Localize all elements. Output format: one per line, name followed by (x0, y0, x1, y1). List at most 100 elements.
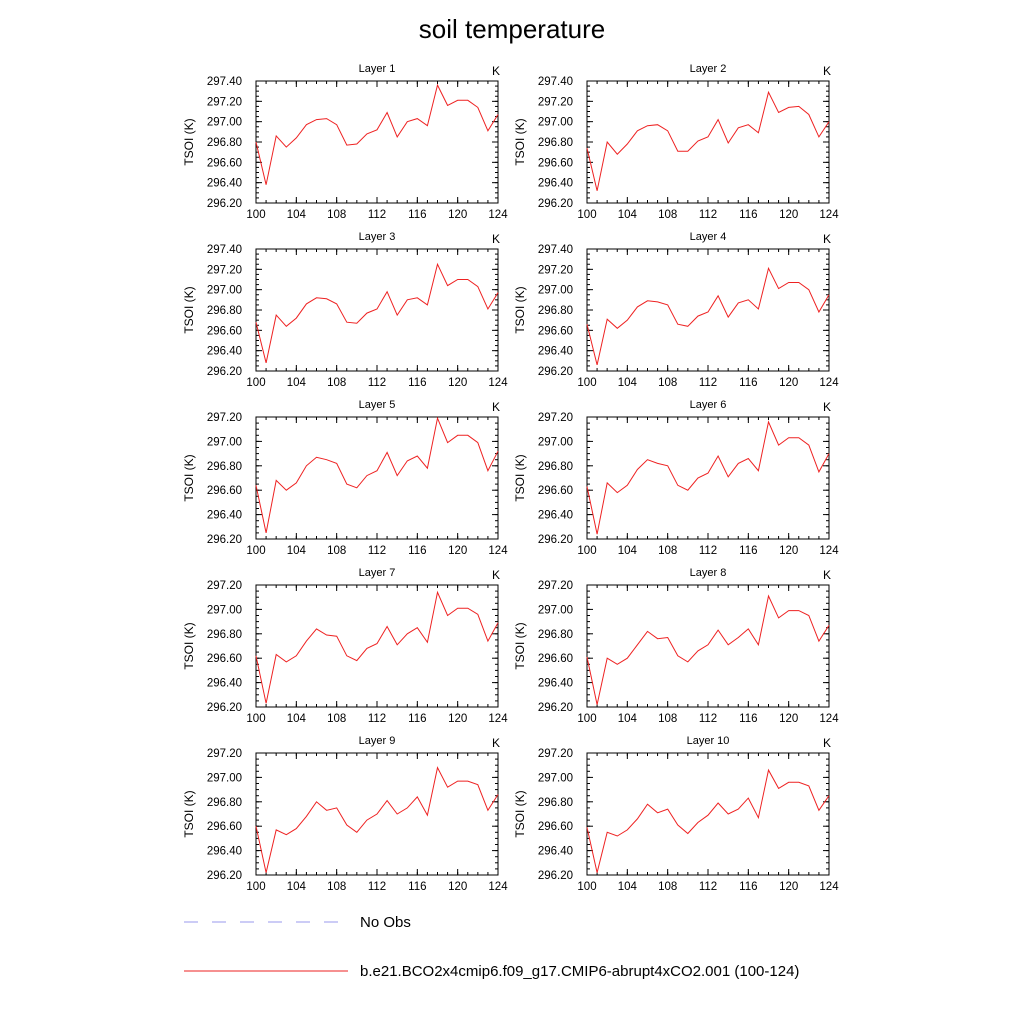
x-tick-label: 108 (327, 545, 346, 557)
y-axis-label: TSOI (K) (513, 118, 527, 165)
x-tick-label: 116 (408, 545, 426, 557)
y-tick-label: 296.60 (538, 485, 573, 497)
figure-title: soil temperature (418, 14, 606, 44)
y-tick-label: 296.20 (538, 702, 573, 714)
x-tick-label: 108 (658, 713, 677, 725)
series-line (586, 594, 830, 705)
x-tick-label: 108 (658, 545, 677, 557)
panel-layer-3: Layer 3 K TSOI (K) 100 104 108 112 116 120 124 296… (182, 231, 508, 389)
y-tick-label: 296.80 (538, 137, 573, 149)
y-tick-label: 297.00 (207, 436, 242, 448)
x-tick-label: 124 (819, 209, 839, 221)
x-tick-label: 104 (287, 377, 307, 389)
legend-label-2: b.e21.BCO2x4cmip6.f09_g17.CMIP6-abrupt4x… (360, 963, 799, 980)
x-tick-label: 100 (246, 713, 265, 725)
y-tick-label: 296.20 (538, 534, 573, 546)
legend-label-1: No Obs (360, 914, 411, 931)
y-axis-label: TSOI (K) (513, 790, 527, 837)
y-axis-label: TSOI (K) (182, 454, 196, 501)
series-line (255, 590, 499, 704)
x-tick-label: 104 (618, 377, 638, 389)
panel-layer-4: Layer 4 K TSOI (K) 100 104 108 112 116 120 124 296… (513, 231, 839, 389)
x-tick-label: 112 (699, 209, 717, 221)
x-tick-label: 120 (779, 377, 798, 389)
y-axis-label: TSOI (K) (513, 622, 527, 669)
y-tick-label: 296.80 (538, 797, 573, 809)
y-tick-label: 297.00 (207, 604, 242, 616)
y-tick-label: 297.00 (207, 117, 242, 129)
y-tick-label: 296.60 (538, 653, 573, 665)
x-tick-label: 116 (408, 713, 426, 725)
x-tick-label: 116 (408, 881, 426, 893)
x-tick-label: 120 (448, 545, 467, 557)
y-tick-label: 296.40 (207, 846, 242, 858)
y-tick-label: 297.20 (538, 748, 573, 760)
x-tick-label: 116 (739, 881, 757, 893)
y-tick-label: 296.40 (207, 510, 242, 522)
x-tick-label: 116 (739, 545, 757, 557)
legend: No Obs b.e21.BCO2x4cmip6.f09_g17.CMIP6-ab… (184, 914, 799, 980)
y-axis-label: TSOI (K) (182, 286, 196, 333)
x-tick-label: 120 (448, 377, 467, 389)
y-tick-label: 296.60 (207, 485, 242, 497)
y-axis-label: TSOI (K) (182, 790, 196, 837)
units-label: K (492, 232, 500, 246)
y-tick-label: 297.00 (538, 436, 573, 448)
x-tick-label: 124 (819, 377, 839, 389)
panel-title: Layer 2 (690, 63, 727, 75)
x-tick-label: 112 (368, 377, 386, 389)
x-tick-label: 120 (779, 545, 798, 557)
y-tick-label: 296.60 (207, 325, 242, 337)
x-tick-label: 112 (368, 545, 386, 557)
x-tick-label: 112 (368, 209, 386, 221)
panel-layer-9: Layer 9 K TSOI (K) 100 104 108 112 116 120 124 296… (182, 735, 508, 893)
panel-layer-10: Layer 10 K TSOI (K) 100 104 108 112 116 120 124 29… (513, 735, 839, 893)
panel-layer-5: Layer 5 K TSOI (K) 100 104 108 112 116 120 124 296… (182, 399, 508, 557)
y-tick-label: 296.20 (207, 870, 242, 882)
x-tick-label: 124 (488, 377, 508, 389)
x-tick-label: 120 (779, 713, 798, 725)
panel-title: Layer 5 (359, 399, 396, 411)
y-tick-label: 297.20 (538, 264, 573, 276)
y-tick-label: 296.40 (538, 178, 573, 190)
y-tick-label: 296.20 (207, 534, 242, 546)
units-label: K (823, 400, 831, 414)
y-tick-label: 296.60 (207, 821, 242, 833)
x-tick-label: 100 (246, 377, 265, 389)
x-tick-label: 104 (287, 209, 307, 221)
x-tick-label: 108 (327, 713, 346, 725)
panel-layer-7: Layer 7 K TSOI (K) 100 104 108 112 116 120 124 296… (182, 567, 508, 725)
x-tick-label: 100 (246, 545, 265, 557)
units-label: K (492, 736, 500, 750)
y-tick-label: 297.40 (538, 76, 573, 88)
y-tick-label: 296.40 (538, 346, 573, 358)
y-tick-label: 297.40 (207, 244, 242, 256)
y-tick-label: 297.20 (538, 580, 573, 592)
x-tick-label: 124 (488, 713, 508, 725)
y-tick-label: 296.40 (538, 678, 573, 690)
x-tick-label: 104 (618, 209, 638, 221)
panel-title: Layer 6 (690, 399, 727, 411)
series-line (586, 266, 830, 366)
y-tick-label: 296.80 (538, 461, 573, 473)
x-tick-label: 112 (699, 545, 717, 557)
x-tick-label: 108 (327, 209, 346, 221)
y-tick-label: 297.20 (207, 748, 242, 760)
x-tick-label: 112 (699, 881, 717, 893)
panel-title: Layer 8 (690, 567, 727, 579)
panel-title: Layer 7 (359, 567, 396, 579)
x-tick-label: 108 (658, 377, 677, 389)
x-tick-label: 108 (658, 881, 677, 893)
x-tick-label: 116 (408, 377, 426, 389)
y-tick-label: 297.20 (207, 412, 242, 424)
y-tick-label: 296.40 (207, 346, 242, 358)
y-axis-label: TSOI (K) (513, 286, 527, 333)
y-tick-label: 296.60 (538, 821, 573, 833)
plot-frame (255, 584, 499, 708)
y-tick-label: 296.40 (207, 678, 242, 690)
x-tick-label: 108 (327, 377, 346, 389)
plot-frame (255, 248, 499, 372)
y-tick-label: 296.60 (538, 325, 573, 337)
x-tick-label: 124 (819, 713, 839, 725)
